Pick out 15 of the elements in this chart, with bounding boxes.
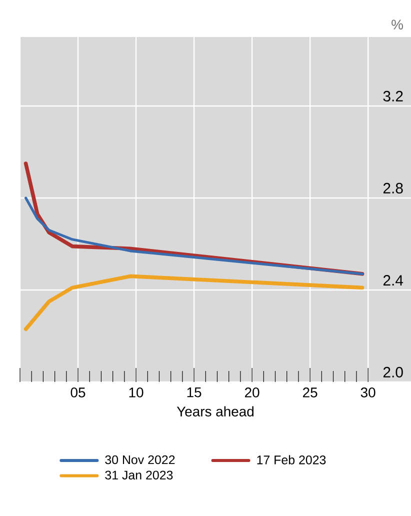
y-tick-label: 2.0 [383, 366, 403, 378]
x-tick-label: 30 [360, 388, 376, 398]
x-tick-label: 15 [187, 388, 202, 398]
y-tick-label: 3.2 [383, 90, 403, 102]
x-tick-label: 10 [129, 388, 144, 398]
x-tick-label: 20 [244, 388, 260, 398]
y-tick-label: 2.8 [383, 182, 403, 194]
legend-label: 17 Feb 2023 [257, 455, 326, 464]
y-tick-label: 2.4 [383, 275, 404, 286]
x-axis-title: Years ahead [176, 406, 254, 416]
x-tick-label: 05 [70, 388, 86, 398]
y-axis-title: % [392, 20, 403, 30]
legend-label: 31 Jan 2023 [105, 470, 173, 480]
x-tick-label: 25 [303, 388, 318, 398]
legend-label: 30 Nov 2022 [105, 455, 175, 464]
